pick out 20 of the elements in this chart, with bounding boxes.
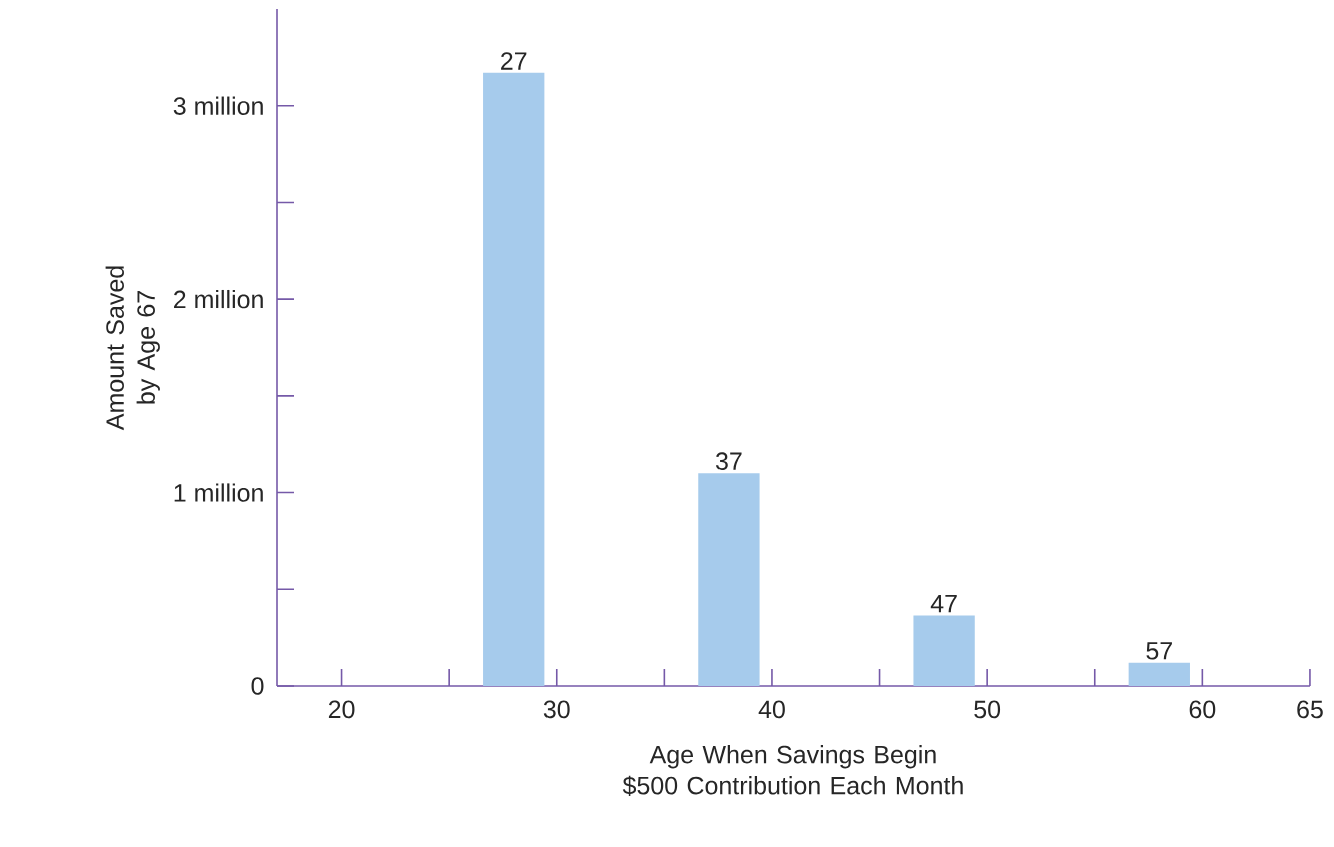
- x-tick-label: 60: [1189, 700, 1216, 719]
- x-axis-title: Age When Savings Begin $500 Contribution Each Month: [622, 745, 963, 796]
- y-tick-label: 2 million: [174, 289, 263, 309]
- x-tick-label: 20: [328, 700, 355, 719]
- y-axis-title: Amount Saved by Age 67: [105, 266, 160, 431]
- x-tick-label: 30: [543, 700, 570, 719]
- y-tick-label: 3 million: [173, 96, 263, 115]
- annotation: 27: [501, 52, 527, 70]
- annotation: 47: [930, 594, 957, 613]
- y-tick-label: 1 million: [174, 483, 263, 502]
- annotation: 37: [715, 452, 742, 471]
- bar: [698, 473, 760, 686]
- annotation: 57: [1146, 642, 1172, 660]
- y-tick-label: 0: [251, 677, 264, 695]
- x-tick-label: 40: [758, 700, 785, 719]
- bar: [1128, 662, 1190, 686]
- x-tick-label: 65: [1297, 700, 1323, 719]
- bar: [483, 72, 545, 686]
- x-tick-label: 50: [974, 700, 1001, 719]
- bar: [913, 615, 975, 686]
